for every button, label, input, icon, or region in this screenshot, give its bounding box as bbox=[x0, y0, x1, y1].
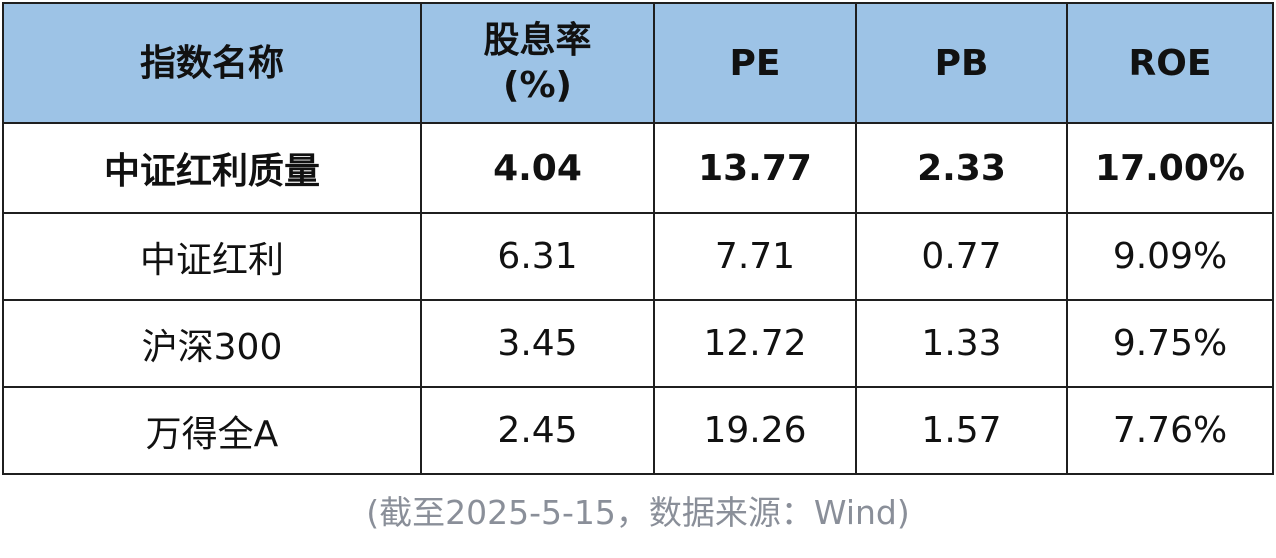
table-row: 沪深300 3.45 12.72 1.33 9.75% bbox=[2, 299, 1274, 388]
cell-dividend-yield: 2.45 bbox=[420, 386, 655, 475]
index-valuation-table-container: 指数名称 股息率 (%) PE PB ROE 中证红利质量 4.04 13.77… bbox=[2, 2, 1274, 475]
cell-index-name: 中证红利质量 bbox=[2, 122, 422, 214]
cell-pe: 13.77 bbox=[653, 122, 857, 214]
table-header-row: 指数名称 股息率 (%) PE PB ROE bbox=[2, 2, 1274, 124]
cell-dividend-yield: 6.31 bbox=[420, 212, 655, 301]
header-dividend-yield: 股息率 (%) bbox=[420, 2, 655, 124]
header-pe: PE bbox=[653, 2, 857, 124]
cell-dividend-yield: 3.45 bbox=[420, 299, 655, 388]
cell-pe: 12.72 bbox=[653, 299, 857, 388]
table-row: 中证红利质量 4.04 13.77 2.33 17.00% bbox=[2, 122, 1274, 214]
header-pb: PB bbox=[855, 2, 1068, 124]
cell-dividend-yield: 4.04 bbox=[420, 122, 655, 214]
cell-index-name: 万得全A bbox=[2, 386, 422, 475]
cell-roe: 9.75% bbox=[1066, 299, 1274, 388]
cell-pe: 19.26 bbox=[653, 386, 857, 475]
cell-index-name: 沪深300 bbox=[2, 299, 422, 388]
cell-pb: 0.77 bbox=[855, 212, 1068, 301]
cell-pb: 2.33 bbox=[855, 122, 1068, 214]
header-dividend-unit: (%) bbox=[503, 65, 572, 106]
cell-pb: 1.57 bbox=[855, 386, 1068, 475]
cell-roe: 9.09% bbox=[1066, 212, 1274, 301]
table-row: 万得全A 2.45 19.26 1.57 7.76% bbox=[2, 386, 1274, 475]
cell-pe: 7.71 bbox=[653, 212, 857, 301]
header-roe: ROE bbox=[1066, 2, 1274, 124]
index-valuation-table: 指数名称 股息率 (%) PE PB ROE 中证红利质量 4.04 13.77… bbox=[2, 2, 1274, 475]
table-row: 中证红利 6.31 7.71 0.77 9.09% bbox=[2, 212, 1274, 301]
header-index-name: 指数名称 bbox=[2, 2, 422, 124]
header-dividend-label: 股息率 bbox=[483, 20, 592, 61]
cell-roe: 7.76% bbox=[1066, 386, 1274, 475]
cell-index-name: 中证红利 bbox=[2, 212, 422, 301]
cell-roe: 17.00% bbox=[1066, 122, 1274, 214]
cell-pb: 1.33 bbox=[855, 299, 1068, 388]
source-footnote: (截至2025-5-15，数据来源：Wind) bbox=[366, 493, 910, 532]
